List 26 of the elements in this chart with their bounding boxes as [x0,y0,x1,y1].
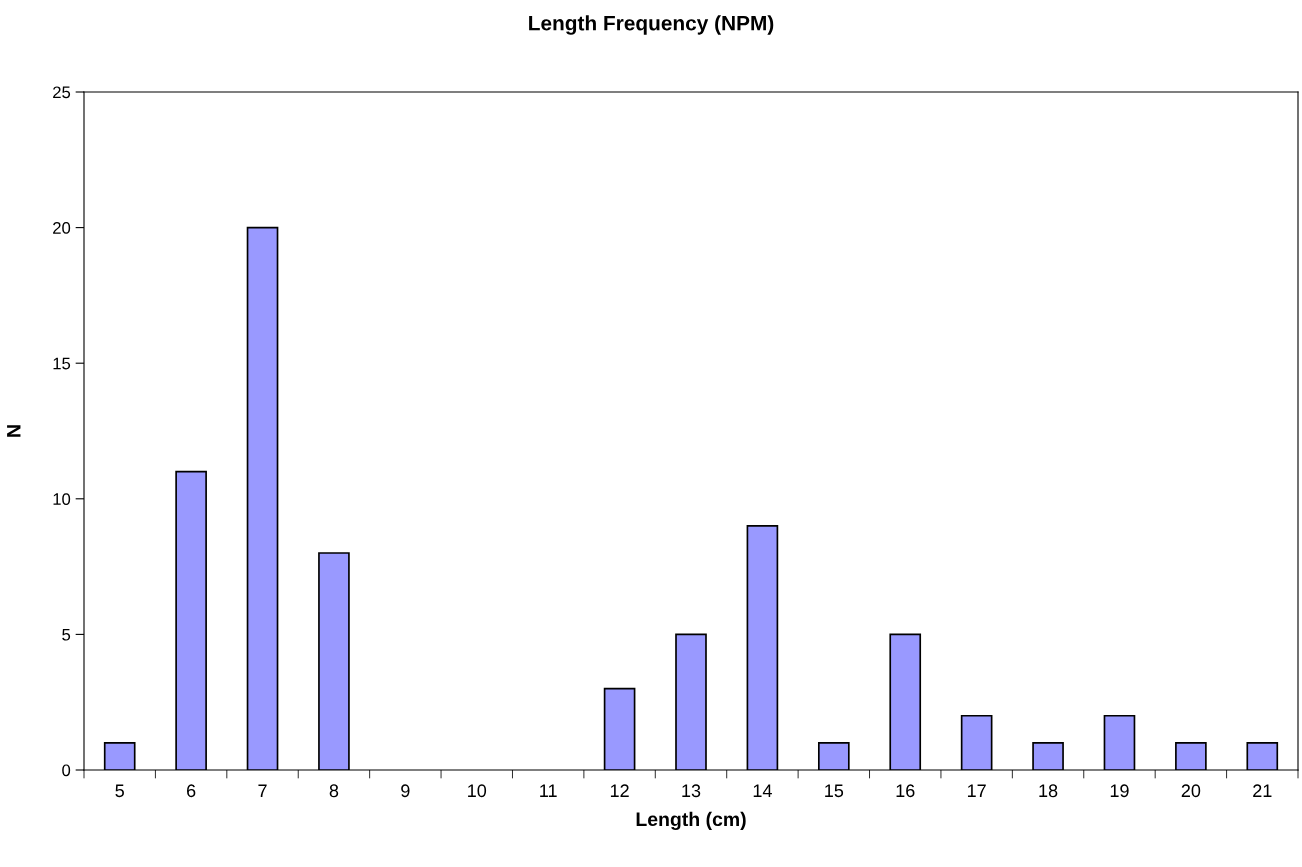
y-axis-title: N [7,425,21,437]
x-tick-label: 9 [401,784,410,798]
x-tick-label: 17 [967,784,986,797]
y-tick-label: 20 [53,222,71,234]
x-tick-label: 13 [682,784,701,798]
x-tick-label: 6 [187,784,196,798]
x-tick-label: 12 [610,784,629,797]
x-tick-label: 19 [1110,784,1129,798]
x-tick-label: 20 [1181,784,1201,798]
x-tick-label: 21 [1253,784,1272,797]
x-tick-label: 16 [896,784,915,798]
x-tick-label: 7 [258,784,267,797]
x-tick-label: 15 [825,784,844,798]
y-tick-label: 15 [53,357,71,370]
y-tick-label: 5 [62,628,71,641]
y-tick-label: 25 [53,86,71,99]
chart-title: Length Frequency (NPM) [529,15,774,35]
x-tick-label: 18 [1039,784,1058,798]
y-tick-label: 10 [53,493,71,505]
y-tick-label: 0 [62,764,71,777]
x-tick-label: 11 [540,784,557,797]
x-tick-label: 10 [468,784,487,798]
x-tick-label: 5 [115,784,124,798]
x-tick-label: 14 [753,784,772,797]
x-tick-label: 8 [329,784,339,798]
x-axis-title: Length (cm) [636,811,746,831]
